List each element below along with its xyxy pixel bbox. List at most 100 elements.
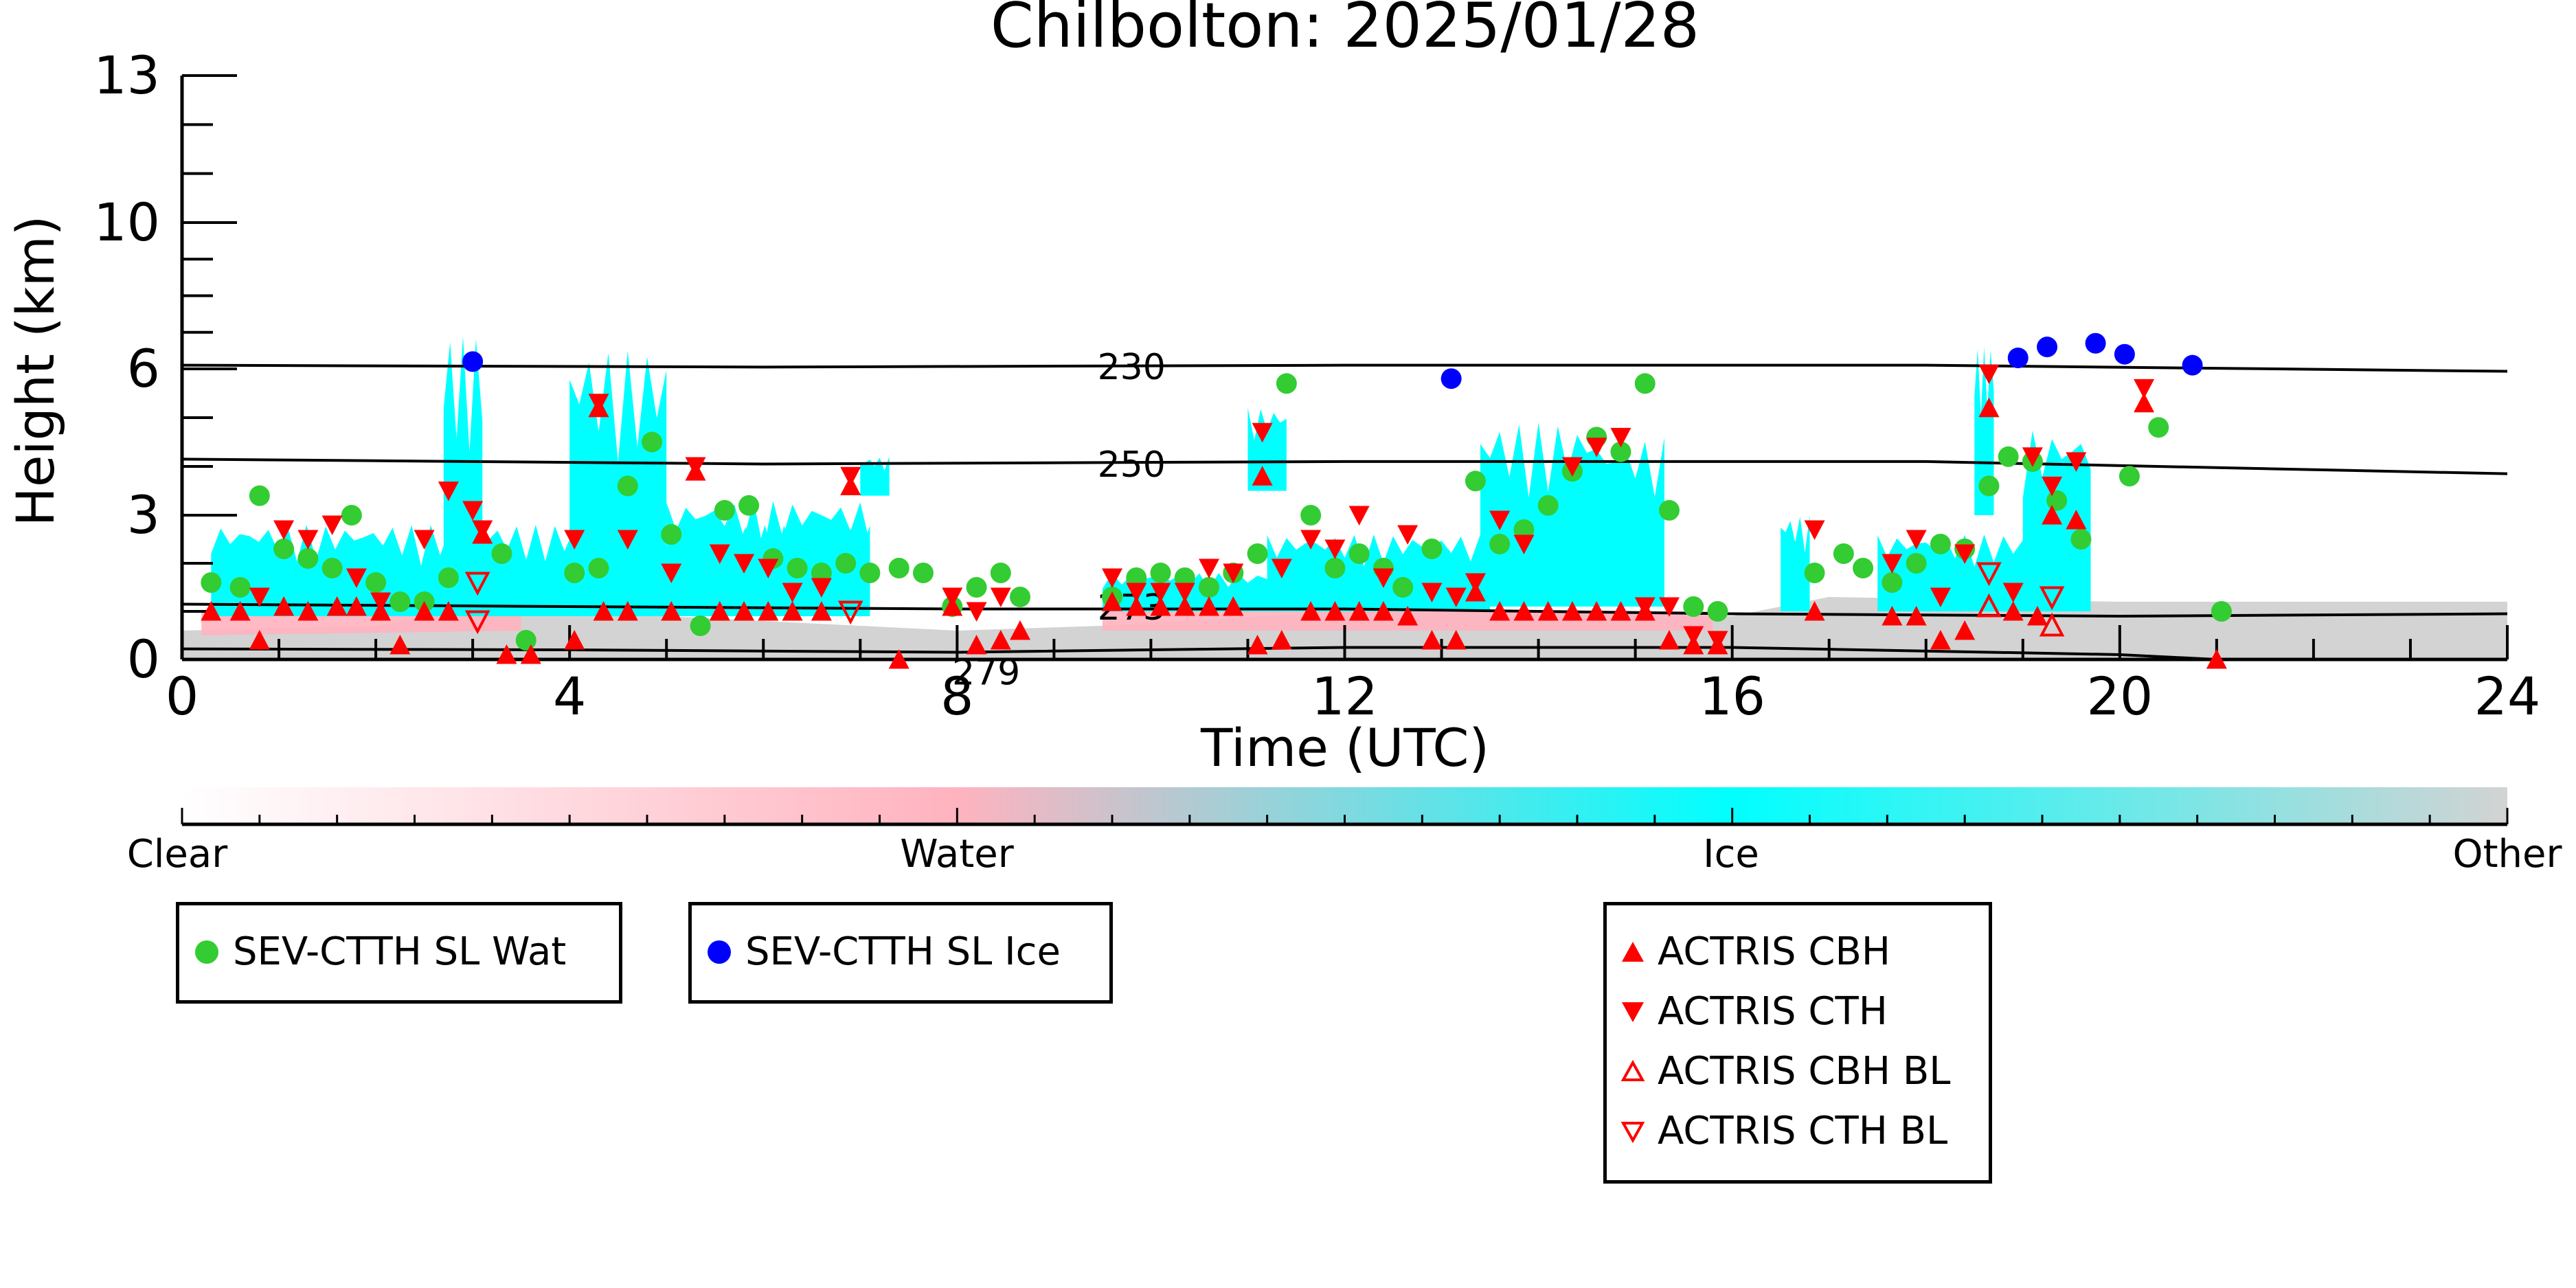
colorbar-label-water: Water: [900, 832, 1015, 877]
marker-actris-cbh: [1348, 601, 1370, 621]
marker-sev-ctth-sl-wat: [835, 553, 857, 574]
marker-actris-cbh: [758, 601, 779, 621]
legend-marker-cth: [1622, 1002, 1644, 1022]
plot-axes: 0 3 6 10 13 0 4 8 12 16 20 24: [93, 45, 2540, 727]
isotherm-line: [181, 363, 2508, 373]
marker-actris-cth: [346, 568, 367, 588]
legend-marker-cth-bl: [1620, 1122, 1645, 1144]
marker-actris-cbh: [326, 596, 348, 616]
marker-actris-cbh: [593, 601, 614, 621]
marker-actris-cbh: [2026, 606, 2048, 626]
marker-actris-cth: [1465, 573, 1486, 593]
marker-sev-ctth-sl-wat: [1610, 441, 1631, 462]
marker-sev-ctth-sl-wat: [642, 431, 663, 453]
marker-actris-cbh: [1247, 635, 1268, 655]
marker-actris-cth-bl: [1976, 562, 2002, 587]
chart-title: Chilbolton: 2025/01/28: [991, 0, 1699, 62]
marker-sev-ctth-sl-wat: [1683, 596, 1704, 617]
marker-sev-ctth-sl-wat: [859, 563, 881, 583]
legend-marker-cbh-bl: [1620, 1059, 1645, 1081]
marker-sev-ctth-sl-wat: [1489, 534, 1511, 554]
marker-actris-cth: [1906, 530, 1927, 550]
marker-actris-cth: [617, 530, 638, 550]
marker-actris-cbh: [2134, 392, 2155, 413]
isotherm-line: [181, 457, 2508, 475]
x-tick-label: 16: [1699, 666, 1765, 727]
marker-actris-cth: [1324, 539, 1346, 559]
marker-sev-ctth-sl-ice: [2182, 354, 2203, 376]
marker-actris-cbh: [273, 596, 295, 616]
marker-actris-cth: [1150, 583, 1171, 602]
marker-actris-cbh: [1223, 596, 1244, 616]
marker-sev-ctth-sl-wat: [1537, 495, 1559, 516]
marker-actris-cbh: [438, 601, 459, 621]
marker-actris-cbh: [1372, 601, 1394, 621]
marker-actris-cbh: [990, 630, 1011, 650]
marker-actris-cbh: [1978, 397, 2000, 418]
marker-sev-ctth-sl-wat: [201, 572, 222, 593]
marker-actris-cth: [1634, 597, 1656, 617]
marker-sev-ctth-sl-wat: [1465, 471, 1486, 492]
ice-class-region: [443, 336, 483, 616]
marker-sev-ctth-sl-ice: [2114, 343, 2135, 365]
marker-actris-cth: [942, 587, 963, 607]
marker-actris-cth: [2002, 583, 2024, 602]
marker-actris-cth: [1978, 364, 2000, 385]
marker-sev-ctth-sl-wat: [273, 539, 295, 559]
marker-sev-ctth-sl-wat: [1247, 543, 1268, 564]
marker-actris-cth-bl: [2039, 586, 2065, 611]
y-tick-label: 13: [93, 45, 160, 106]
marker-actris-cbh: [2042, 505, 2063, 525]
y-tick-label: 0: [127, 629, 160, 690]
marker-sev-ctth-sl-wat: [1199, 577, 1220, 598]
marker-sev-ctth-sl-wat: [1978, 475, 2000, 497]
marker-sev-ctth-sl-wat: [2211, 601, 2232, 622]
marker-actris-cbh: [811, 601, 832, 621]
marker-actris-cbh: [564, 630, 585, 650]
y-tick-label: 3: [127, 484, 160, 545]
marker-actris-cbh: [734, 601, 755, 621]
legend-label-cbh: ACTRIS CBH: [1658, 929, 1891, 974]
marker-sev-ctth-sl-wat: [787, 558, 808, 578]
marker-sev-ctth-sl-wat: [661, 524, 682, 545]
marker-sev-ctth-sl-wat: [1421, 539, 1443, 559]
legend-label-sev-water: SEV-CTTH SL Wat: [233, 929, 567, 974]
marker-sev-ctth-sl-wat: [1833, 543, 1854, 564]
marker-sev-ctth-sl-wat: [297, 548, 319, 569]
x-tick-label: 8: [940, 666, 973, 727]
marker-actris-cbh: [1804, 601, 1825, 621]
marker-actris-cbh: [1882, 606, 1903, 626]
marker-sev-ctth-sl-ice: [2037, 337, 2058, 358]
x-axis-label: Time (UTC): [1200, 717, 1489, 778]
marker-actris-cth: [1586, 438, 1607, 457]
marker-sev-ctth-sl-wat: [966, 577, 987, 598]
legend-sev-ice: SEV-CTTH SL Ice: [688, 902, 1113, 1004]
marker-actris-cbh-bl: [2039, 612, 2065, 637]
marker-actris-cth: [414, 530, 435, 550]
marker-actris-cth: [2022, 447, 2043, 467]
marker-actris-cbh: [249, 630, 270, 650]
marker-actris-cbh: [520, 644, 541, 664]
marker-actris-cbh: [1513, 601, 1535, 621]
marker-actris-cth: [840, 466, 861, 487]
marker-sev-ctth-sl-wat: [2070, 529, 2092, 550]
marker-sev-ctth-sl-wat: [1300, 505, 1322, 526]
y-axis-label: Height (km): [5, 216, 66, 527]
marker-actris-cth: [1489, 510, 1511, 530]
marker-sev-ctth-sl-wat: [515, 630, 536, 651]
marker-actris-cth: [1300, 530, 1322, 550]
marker-sev-ctth-sl-wat: [1392, 577, 1414, 598]
ice-class-region: [1557, 437, 1664, 607]
marker-actris-cbh: [414, 601, 435, 621]
marker-actris-cth: [1126, 583, 1147, 602]
marker-sev-ctth-sl-wat: [564, 563, 585, 583]
marker-actris-cbh: [1537, 601, 1559, 621]
marker-actris-cbh: [617, 601, 638, 621]
marker-sev-ctth-sl-wat: [321, 558, 343, 578]
marker-sev-ctth-sl-wat: [1276, 373, 1297, 394]
marker-sev-ctth-sl-wat: [438, 567, 459, 588]
marker-actris-cth: [1445, 587, 1467, 607]
marker-sev-ctth-sl-wat: [2119, 466, 2140, 487]
marker-sev-ctth-sl-ice: [2007, 348, 2029, 369]
legend-label-sev-ice: SEV-CTTH SL Ice: [745, 929, 1061, 974]
